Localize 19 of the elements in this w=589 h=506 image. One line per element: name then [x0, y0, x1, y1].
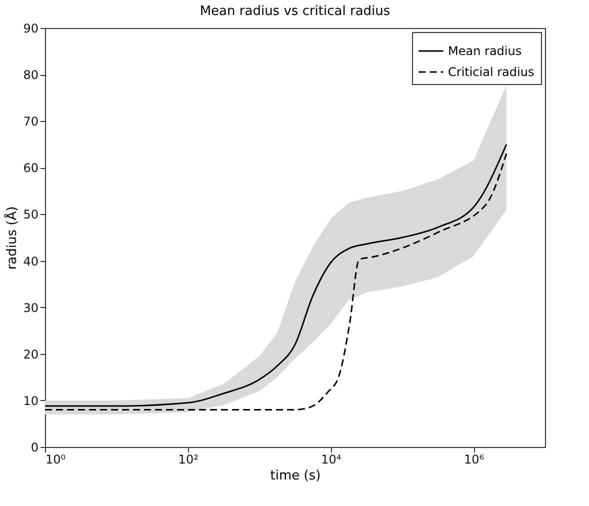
x-tick-label: 10²	[178, 452, 199, 466]
y-tick-label: 80	[23, 68, 38, 82]
x-tick-label: 10⁰	[46, 452, 66, 466]
x-axis-title: time (s)	[270, 468, 321, 484]
y-tick-label: 50	[23, 208, 38, 222]
x-tick-label: 10⁶	[464, 452, 484, 466]
y-tick-label: 40	[23, 254, 38, 268]
y-tick-label: 30	[23, 300, 38, 315]
chart-title: Mean radius vs critical radius	[200, 4, 390, 19]
y-tick-label: 70	[23, 114, 38, 129]
y-tick-label: 60	[23, 161, 38, 176]
legend-label: Criticial radius	[448, 65, 534, 79]
y-axis-title: radius (Å)	[3, 206, 20, 270]
legend-label: Mean radius	[448, 44, 522, 58]
y-tick-label: 10	[23, 394, 38, 408]
y-tick-label: 0	[30, 440, 38, 454]
y-tick-label: 90	[23, 22, 38, 36]
y-tick-label: 20	[23, 347, 38, 362]
x-tick-label: 10⁴	[321, 452, 342, 466]
